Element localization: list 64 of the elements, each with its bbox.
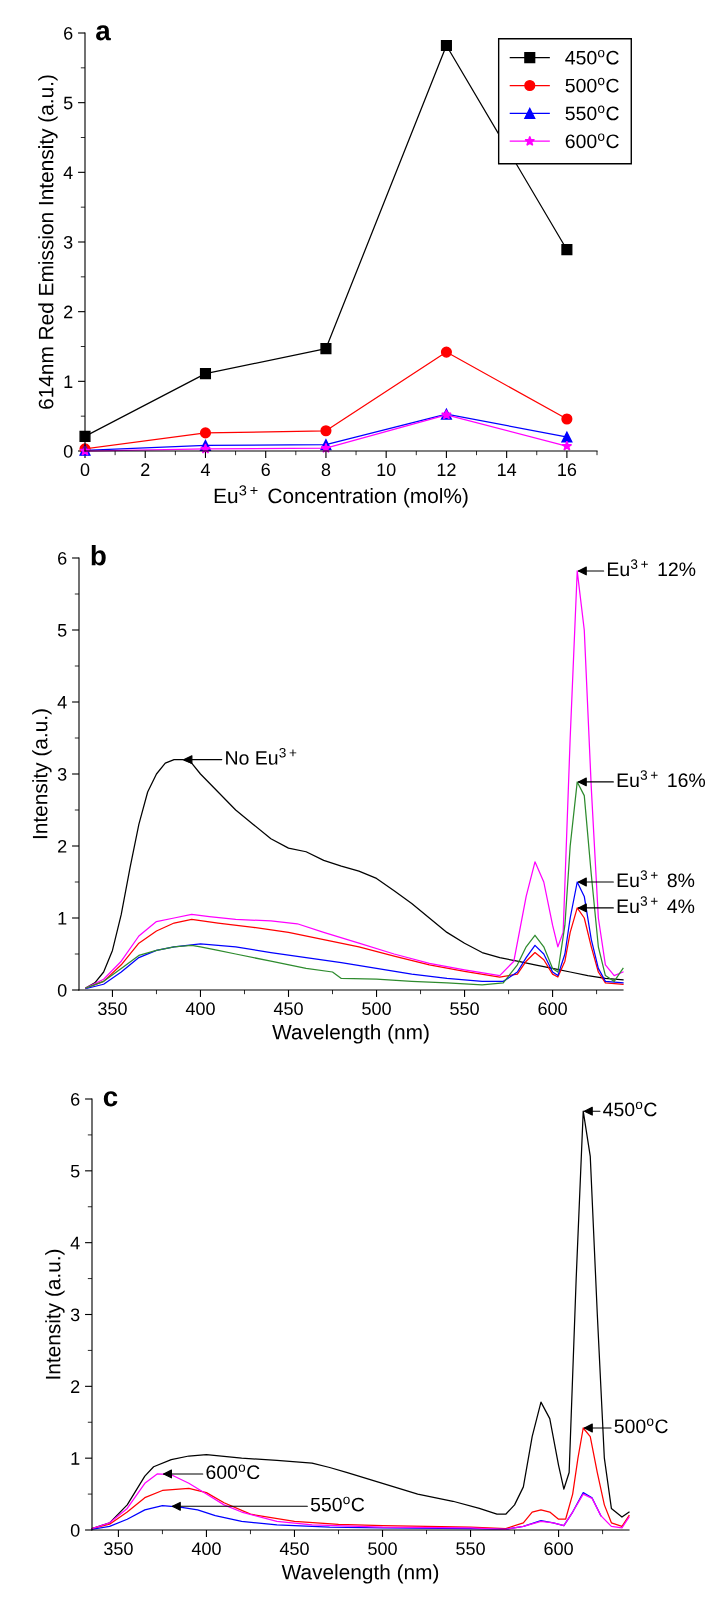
y-tick-label: 6	[71, 1092, 80, 1106]
y-tick-label: 3	[57, 767, 67, 781]
annotation: 550$^{o}$C	[310, 1496, 365, 1512]
y-tick-label: 4	[63, 166, 73, 179]
y-axis-title: 614nm Red Emission Intensity (a.u.)	[38, 75, 58, 409]
annotation: Eu$^{3+}$ 12%	[607, 559, 696, 577]
x-tick-label: 400	[191, 1542, 221, 1556]
y-tick-label: 3	[63, 235, 73, 249]
x-tick-label: 600	[544, 1542, 573, 1556]
y-tick-label: 6	[64, 26, 73, 40]
x-tick-label: 14	[497, 463, 517, 476]
y-tick-label: 1	[58, 912, 67, 925]
y-tick-label: 2	[71, 1380, 80, 1393]
legend-label: 450$^{o}$C	[565, 49, 619, 65]
annotation: Eu$^{3+}$ 4%	[617, 896, 695, 914]
legend-label: 550$^{o}$C	[565, 105, 619, 121]
y-tick-label: 0	[70, 1523, 80, 1537]
x-axis-title: Wavelength (nm)	[272, 1024, 429, 1044]
y-tick-label: 2	[64, 305, 73, 319]
y-tick-label: 5	[57, 624, 67, 637]
y-tick-label: 6	[58, 551, 67, 565]
annotation: 450$^{o}$C	[603, 1101, 657, 1117]
annotation: Eu$^{3+}$ 16%	[617, 770, 706, 788]
x-tick-label: 450	[273, 1002, 303, 1016]
x-tick-label: 350	[98, 1002, 127, 1016]
y-tick-label: 0	[63, 444, 73, 458]
x-tick-label: 350	[104, 1542, 133, 1556]
x-axis-title: Eu$^{3+}$ Concentration (mol%)	[214, 485, 468, 508]
x-tick-label: 550	[450, 1002, 479, 1016]
annotation: 600$^{o}$C	[206, 1464, 260, 1480]
chart-title: a	[96, 25, 111, 41]
x-tick-label: 8	[321, 463, 331, 477]
annotation: 500$^{o}$C	[614, 1418, 668, 1434]
x-tick-label: 500	[362, 1002, 391, 1016]
y-tick-label: 5	[63, 96, 73, 110]
y-tick-label: 2	[58, 839, 67, 853]
y-tick-label: 4	[70, 1236, 80, 1250]
x-tick-label: 0	[80, 463, 90, 477]
x-tick-label: 4	[200, 463, 210, 476]
y-axis-title: Intensity (a.u.)	[32, 709, 52, 839]
x-tick-label: 2	[141, 463, 150, 476]
y-tick-label: 4	[57, 696, 67, 709]
chart-title: b	[91, 545, 106, 566]
legend-label: 500$^{o}$C	[565, 77, 619, 93]
x-tick-label: 6	[261, 463, 270, 477]
x-tick-label: 600	[538, 1002, 567, 1016]
x-tick-label: 500	[368, 1542, 397, 1556]
y-tick-label: 0	[57, 983, 67, 997]
x-tick-label: 450	[279, 1542, 309, 1556]
annotation: No Eu$^{3+}$	[226, 747, 297, 765]
x-tick-label: 10	[377, 463, 396, 477]
chart-title: c	[103, 1091, 118, 1107]
x-tick-label: 12	[437, 463, 456, 476]
y-tick-label: 5	[70, 1164, 80, 1178]
y-tick-label: 3	[70, 1308, 80, 1322]
annotation: Eu$^{3+}$ 8%	[617, 870, 695, 888]
x-tick-label: 550	[456, 1542, 485, 1556]
y-tick-label: 1	[71, 1452, 80, 1465]
x-tick-label: 16	[558, 463, 577, 477]
y-axis-title: Intensity (a.u.)	[45, 1249, 65, 1379]
x-tick-label: 400	[185, 1002, 215, 1016]
y-tick-label: 1	[64, 375, 73, 388]
legend-label: 600$^{o}$C	[565, 133, 619, 149]
x-axis-title: Wavelength (nm)	[281, 1564, 439, 1584]
